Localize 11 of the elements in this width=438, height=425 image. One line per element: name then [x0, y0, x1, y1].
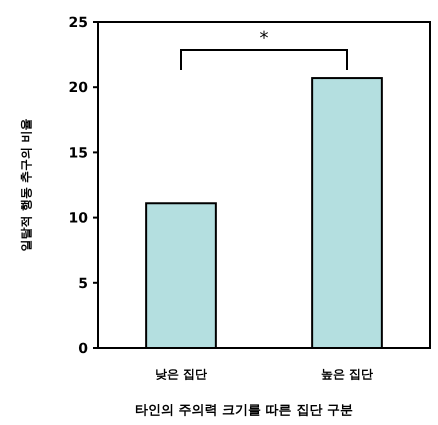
x-tick-label: 낮은 집단	[154, 367, 208, 381]
y-tick-label: 20	[68, 80, 88, 96]
y-tick-label: 5	[78, 276, 88, 292]
y-axis-title: 일탈적 행동 추구의 비율	[19, 118, 33, 252]
x-axis-title: 타인의 주의력 크기를 따른 집단 구분	[135, 403, 353, 418]
x-tick-label: 높은 집단	[320, 367, 374, 381]
y-tick-label: 25	[68, 15, 88, 31]
y-tick-label: 0	[78, 341, 88, 357]
y-tick-label: 10	[68, 210, 88, 227]
y-tick-label: 15	[68, 145, 88, 162]
annotation: *	[260, 28, 268, 49]
